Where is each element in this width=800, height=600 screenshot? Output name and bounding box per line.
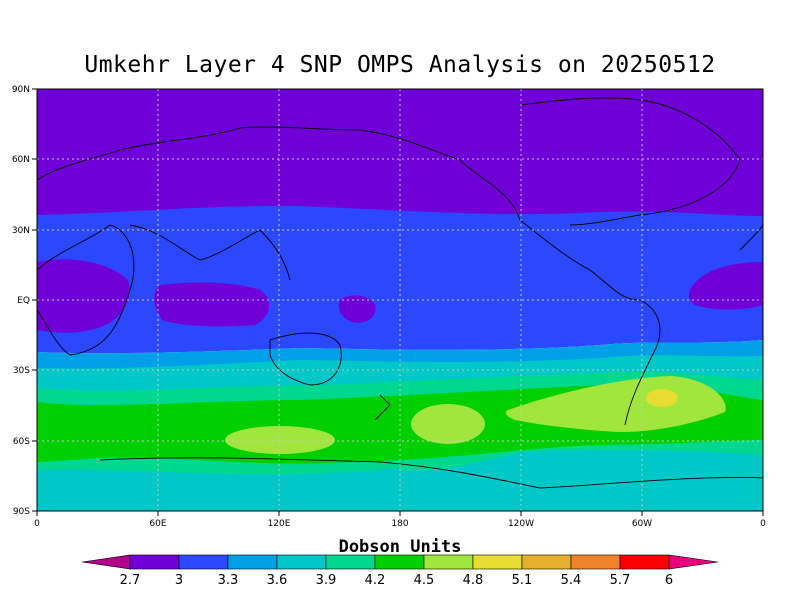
colorbar-label: 2.7 [120, 573, 141, 588]
high-south-atlantic [505, 376, 726, 432]
lat-label: 90N [12, 85, 30, 95]
colorbar-swatch [570, 554, 621, 570]
colorbar-label: 5.1 [512, 573, 533, 588]
high-core [646, 389, 678, 407]
colorbar-label: 5.7 [610, 573, 631, 588]
colorbar-label: 3.9 [316, 573, 337, 588]
lon-label: 60E [149, 519, 166, 529]
lon-label: 180 [391, 519, 408, 529]
colorbar-swatch [178, 554, 229, 570]
colorbar-label: 4.5 [414, 573, 435, 588]
low-africa [37, 259, 130, 333]
tick-marks [32, 88, 764, 516]
colorbar-label: 4.8 [463, 573, 484, 588]
colorbar-swatch [81, 554, 131, 570]
colorbar-swatch [276, 554, 327, 570]
lat-label: 60S [13, 437, 30, 447]
lat-label: 30S [13, 366, 30, 376]
colorbar-swatch [472, 554, 523, 570]
low-maritime [154, 282, 270, 327]
lat-label: 30N [12, 226, 30, 236]
colorbar-swatch [619, 554, 670, 570]
colorbar-swatch [325, 554, 376, 570]
colorbar-swatch [129, 554, 180, 570]
lat-label: 60N [12, 155, 30, 165]
colorbar-label: 3 [175, 573, 183, 588]
map-title: Umkehr Layer 4 SNP OMPS Analysis on 2025… [84, 52, 716, 78]
colorbar-swatch [374, 554, 425, 570]
lat-label: 90S [13, 507, 30, 517]
high-south-pacific [411, 404, 485, 444]
lon-label: 0 [34, 519, 40, 529]
low-pacific [338, 295, 376, 323]
colorbar-swatch [423, 554, 474, 570]
colorbar-swatch [227, 554, 278, 570]
lon-label: 120W [508, 519, 534, 529]
coastlines [37, 97, 763, 489]
colorbar-label: 3.3 [218, 573, 239, 588]
colorbar-label: 4.2 [365, 573, 386, 588]
lon-label: 60W [632, 519, 652, 529]
colorbar-label: 3.6 [267, 573, 288, 588]
colorbar-label: 5.4 [561, 573, 582, 588]
colorbar-label: 6 [665, 573, 673, 588]
grid-lines [37, 89, 763, 511]
colorbar-labels: 2.7 3 3.3 3.6 3.9 4.2 4.5 4.8 5.1 5.4 5.7 6 [120, 573, 673, 588]
colorbar-title: Dobson Units [338, 537, 462, 557]
colorbar-swatch [668, 554, 719, 570]
high-south-indian [225, 426, 335, 454]
colorbar-swatches [81, 554, 719, 570]
lon-label: 120E [268, 519, 291, 529]
lon-label: 0 [760, 519, 766, 529]
colorbar-swatch [521, 554, 572, 570]
lat-label: EQ [17, 296, 30, 306]
low-atlantic [688, 262, 763, 310]
